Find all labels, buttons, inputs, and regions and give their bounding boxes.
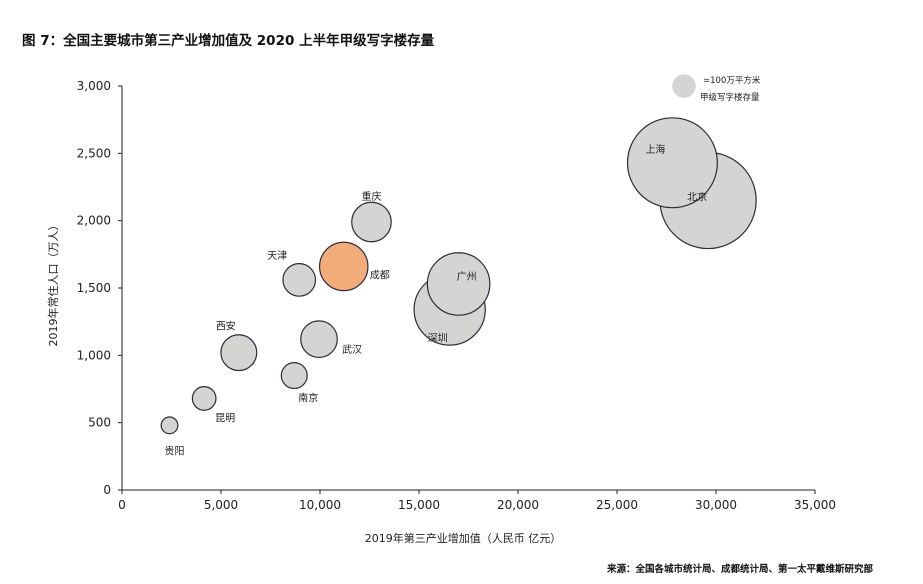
y-axis-label: 2019年常住人口（万人） [46, 220, 60, 347]
bubble [160, 416, 179, 435]
bubble [282, 263, 317, 297]
legend-label-line1: =100万平方米 [703, 75, 761, 86]
x-tick-label: 30,000 [695, 498, 737, 512]
bubble-label: 重庆 [361, 190, 381, 203]
bubble-label: 深圳 [428, 333, 448, 345]
y-tick-label: 2,000 [77, 214, 111, 228]
bubble-label: 贵阳 [165, 444, 185, 457]
x-tick-label: 25,000 [596, 498, 638, 512]
legend: =100万平方米 甲级写字楼存量 [672, 74, 761, 103]
y-tick-label: 0 [103, 483, 111, 497]
legend-bubble [672, 74, 696, 98]
x-tick-label: 35,000 [794, 498, 836, 512]
x-tick-label: 5,000 [204, 498, 238, 512]
x-axis-label: 2019年第三产业增加值（人民币 亿元） [365, 531, 562, 545]
bubble [191, 386, 217, 411]
bubble [220, 334, 258, 372]
bubble [318, 241, 369, 292]
x-tick-label: 15,000 [398, 498, 440, 512]
bubble-label: 广州 [457, 271, 477, 283]
bubble-label: 成都 [370, 269, 390, 281]
bubble-label: 南京 [298, 392, 318, 405]
source-note: 来源：全国各城市统计局、成都统计局、第一太平戴维斯研究部 [606, 564, 873, 575]
axis-ticks: 0 5,000 10,000 15,000 20,000 25,000 30,000 35,0… [77, 79, 836, 512]
y-tick-label: 1,500 [77, 281, 111, 295]
bubble-label: 天津 [267, 250, 287, 262]
bubble-label: 北京 [687, 190, 707, 203]
legend-label-line2: 甲级写字楼存量 [700, 92, 760, 103]
y-tick-label: 500 [88, 416, 111, 430]
bubble [351, 201, 392, 243]
bubble [300, 320, 338, 359]
bubble [280, 362, 308, 390]
bubbles [160, 117, 757, 435]
bubble [426, 252, 491, 316]
bubble-label: 武汉 [342, 343, 362, 356]
y-tick-label: 1,000 [77, 348, 111, 362]
figure-title: 图 7：全国主要城市第三产业增加值及 2020 上半年甲级写字楼存量 [22, 33, 435, 49]
bubble-label: 西安 [216, 320, 236, 333]
bubble-label: 昆明 [215, 412, 235, 424]
x-tick-label: 0 [118, 498, 126, 512]
bubble [626, 117, 718, 209]
x-tick-label: 20,000 [497, 498, 539, 512]
x-tick-label: 10,000 [299, 498, 341, 512]
y-tick-label: 2,500 [77, 146, 111, 160]
bubble-label: 上海 [645, 143, 665, 156]
y-tick-label: 3,000 [77, 79, 111, 93]
